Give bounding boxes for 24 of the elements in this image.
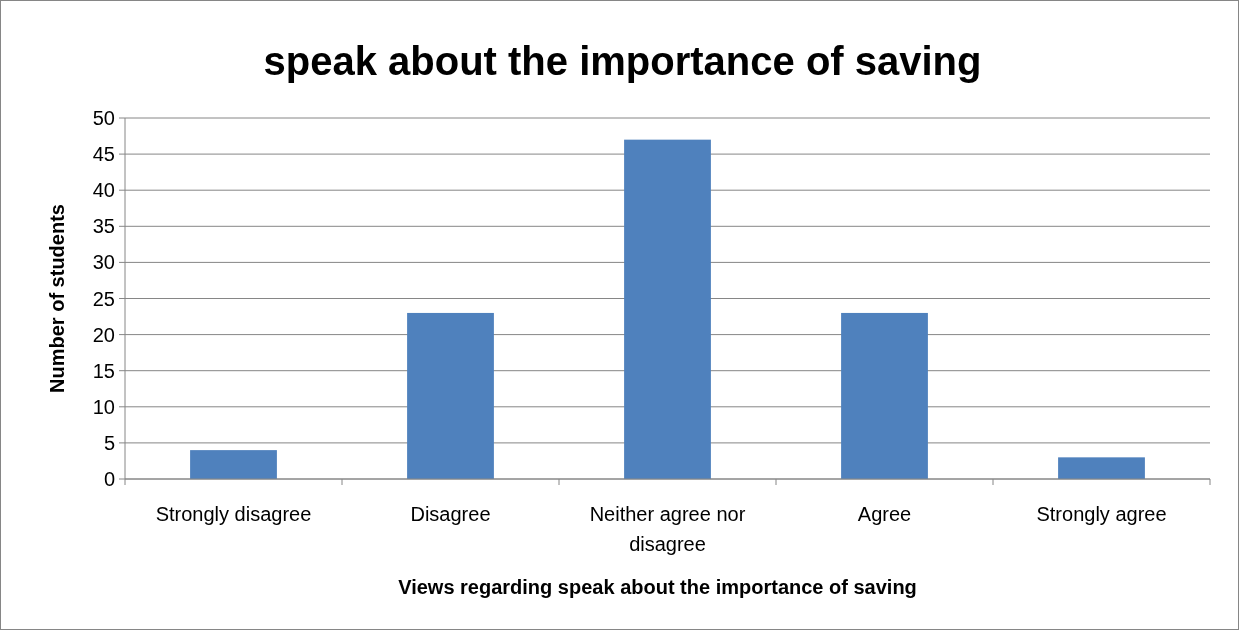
x-tick-label: Strongly disagree <box>155 503 312 525</box>
chart-title: speak about the importance of saving <box>263 39 982 83</box>
y-tick-label: 0 <box>103 468 115 490</box>
y-tick-label: 30 <box>92 251 115 274</box>
y-tick-label: 45 <box>92 143 115 166</box>
y-tick-label: 50 <box>92 107 115 129</box>
bar <box>624 139 711 479</box>
x-tick-label: Disagree <box>410 503 491 525</box>
y-axis-title: Number of students <box>46 204 68 393</box>
y-tick-label: 5 <box>103 431 115 454</box>
x-tick-label: Agree <box>857 503 912 525</box>
x-axis-title: Views regarding speak about the importance of saving <box>398 576 917 598</box>
y-tick-label: 20 <box>92 323 115 346</box>
x-tick-label: Neither agree nor disagree <box>589 503 746 555</box>
y-tick-label: 10 <box>92 395 115 418</box>
bar <box>1058 457 1145 479</box>
bar <box>841 312 928 479</box>
y-tick-label: 25 <box>92 287 115 310</box>
x-tick-label: Strongly agree <box>1036 503 1167 525</box>
bar <box>190 450 277 479</box>
y-tick-label: 15 <box>92 359 115 382</box>
y-tick-label: 40 <box>92 179 115 202</box>
bar <box>407 312 494 479</box>
y-tick-label: 35 <box>92 215 115 238</box>
